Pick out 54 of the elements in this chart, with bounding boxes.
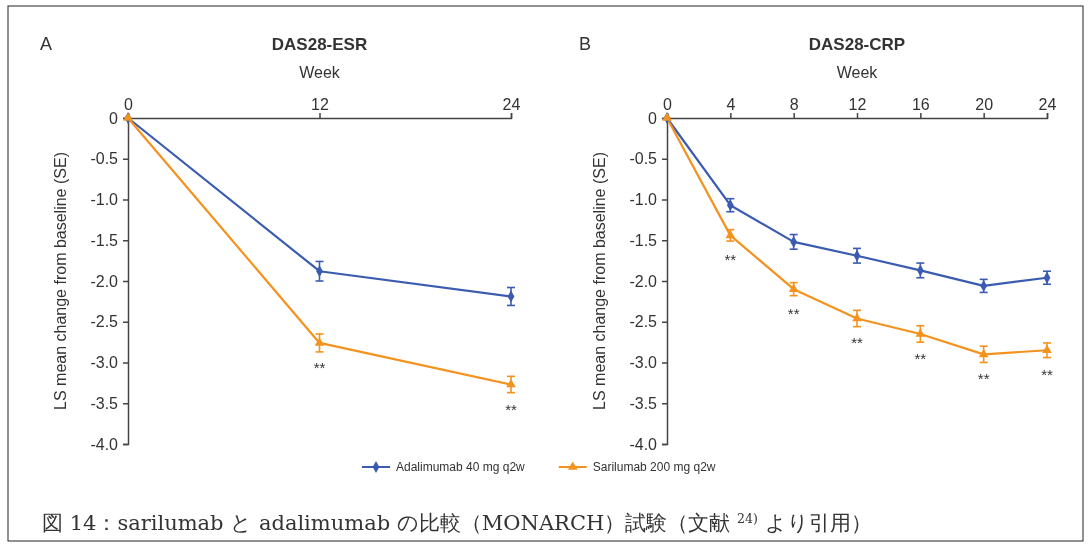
chart-title: DAS28-CRP xyxy=(808,35,906,54)
y-tick-label: -2.5 xyxy=(629,313,658,331)
y-tick-label: 0 xyxy=(109,109,119,127)
point xyxy=(314,337,325,346)
annotation: ** xyxy=(851,334,863,352)
legend-label: Sarilumab 200 mg q2w xyxy=(592,460,716,474)
x-tick-label: 24 xyxy=(502,96,521,113)
y-tick-label: -2.0 xyxy=(629,272,658,290)
legend-label: Adalimumab 40 mg q2w xyxy=(396,460,526,474)
y-tick-label: -1.0 xyxy=(90,191,119,209)
x-tick-label: 12 xyxy=(848,96,867,113)
y-tick-label: -0.5 xyxy=(629,150,658,168)
annotation: ** xyxy=(787,305,800,323)
y-tick-label: -3.5 xyxy=(629,394,658,412)
x-tick-label: 16 xyxy=(911,96,930,113)
point xyxy=(788,283,799,292)
y-tick-label: -2.0 xyxy=(90,272,119,290)
y-axis-title: LS mean change from baseline (SE) xyxy=(52,152,69,410)
y-tick-label: -1.5 xyxy=(90,231,119,249)
y-tick-label: -1.0 xyxy=(629,191,658,209)
y-tick-label: -4.0 xyxy=(90,435,119,453)
x-axis-title: Week xyxy=(299,64,341,81)
caption: 図 14：sarilumab と adalimumab の比較（MONARCH）試験（文献 $^{24)}$ より引用） xyxy=(42,510,872,535)
point xyxy=(1042,344,1052,354)
point xyxy=(978,348,989,358)
y-tick-label: -3.0 xyxy=(629,354,658,372)
point xyxy=(915,328,926,337)
x-axis-title: Week xyxy=(836,64,879,81)
x-tick-label: 0 xyxy=(124,96,134,113)
y-tick-label: -0.5 xyxy=(90,150,119,168)
text: A xyxy=(40,34,53,54)
x-tick-label: 4 xyxy=(726,96,736,113)
point xyxy=(506,378,516,388)
y-tick-label: -4.0 xyxy=(629,435,658,453)
y-tick-label: 0 xyxy=(648,109,658,127)
x-tick-label: 8 xyxy=(789,96,799,113)
point xyxy=(852,312,862,322)
y-tick-label: -2.5 xyxy=(90,313,119,331)
annotation: ** xyxy=(1041,366,1053,384)
annotation: ** xyxy=(505,400,517,418)
y-tick-label: -3.0 xyxy=(90,354,119,372)
y-axis-title: LS mean change from baseline (SE) xyxy=(591,152,608,410)
x-tick-label: 0 xyxy=(663,96,673,113)
x-tick-label: 20 xyxy=(975,96,994,113)
annotation: ** xyxy=(313,358,326,376)
x-tick-label: 12 xyxy=(311,96,329,113)
y-tick-label: -1.5 xyxy=(629,231,658,249)
annotation: ** xyxy=(977,370,990,388)
x-tick-label: 24 xyxy=(1038,96,1057,113)
text: B xyxy=(579,34,592,54)
y-tick-label: -3.5 xyxy=(90,394,119,412)
annotation: ** xyxy=(724,251,737,269)
chart-title: DAS28-ESR xyxy=(271,35,368,54)
annotation: ** xyxy=(914,349,927,367)
